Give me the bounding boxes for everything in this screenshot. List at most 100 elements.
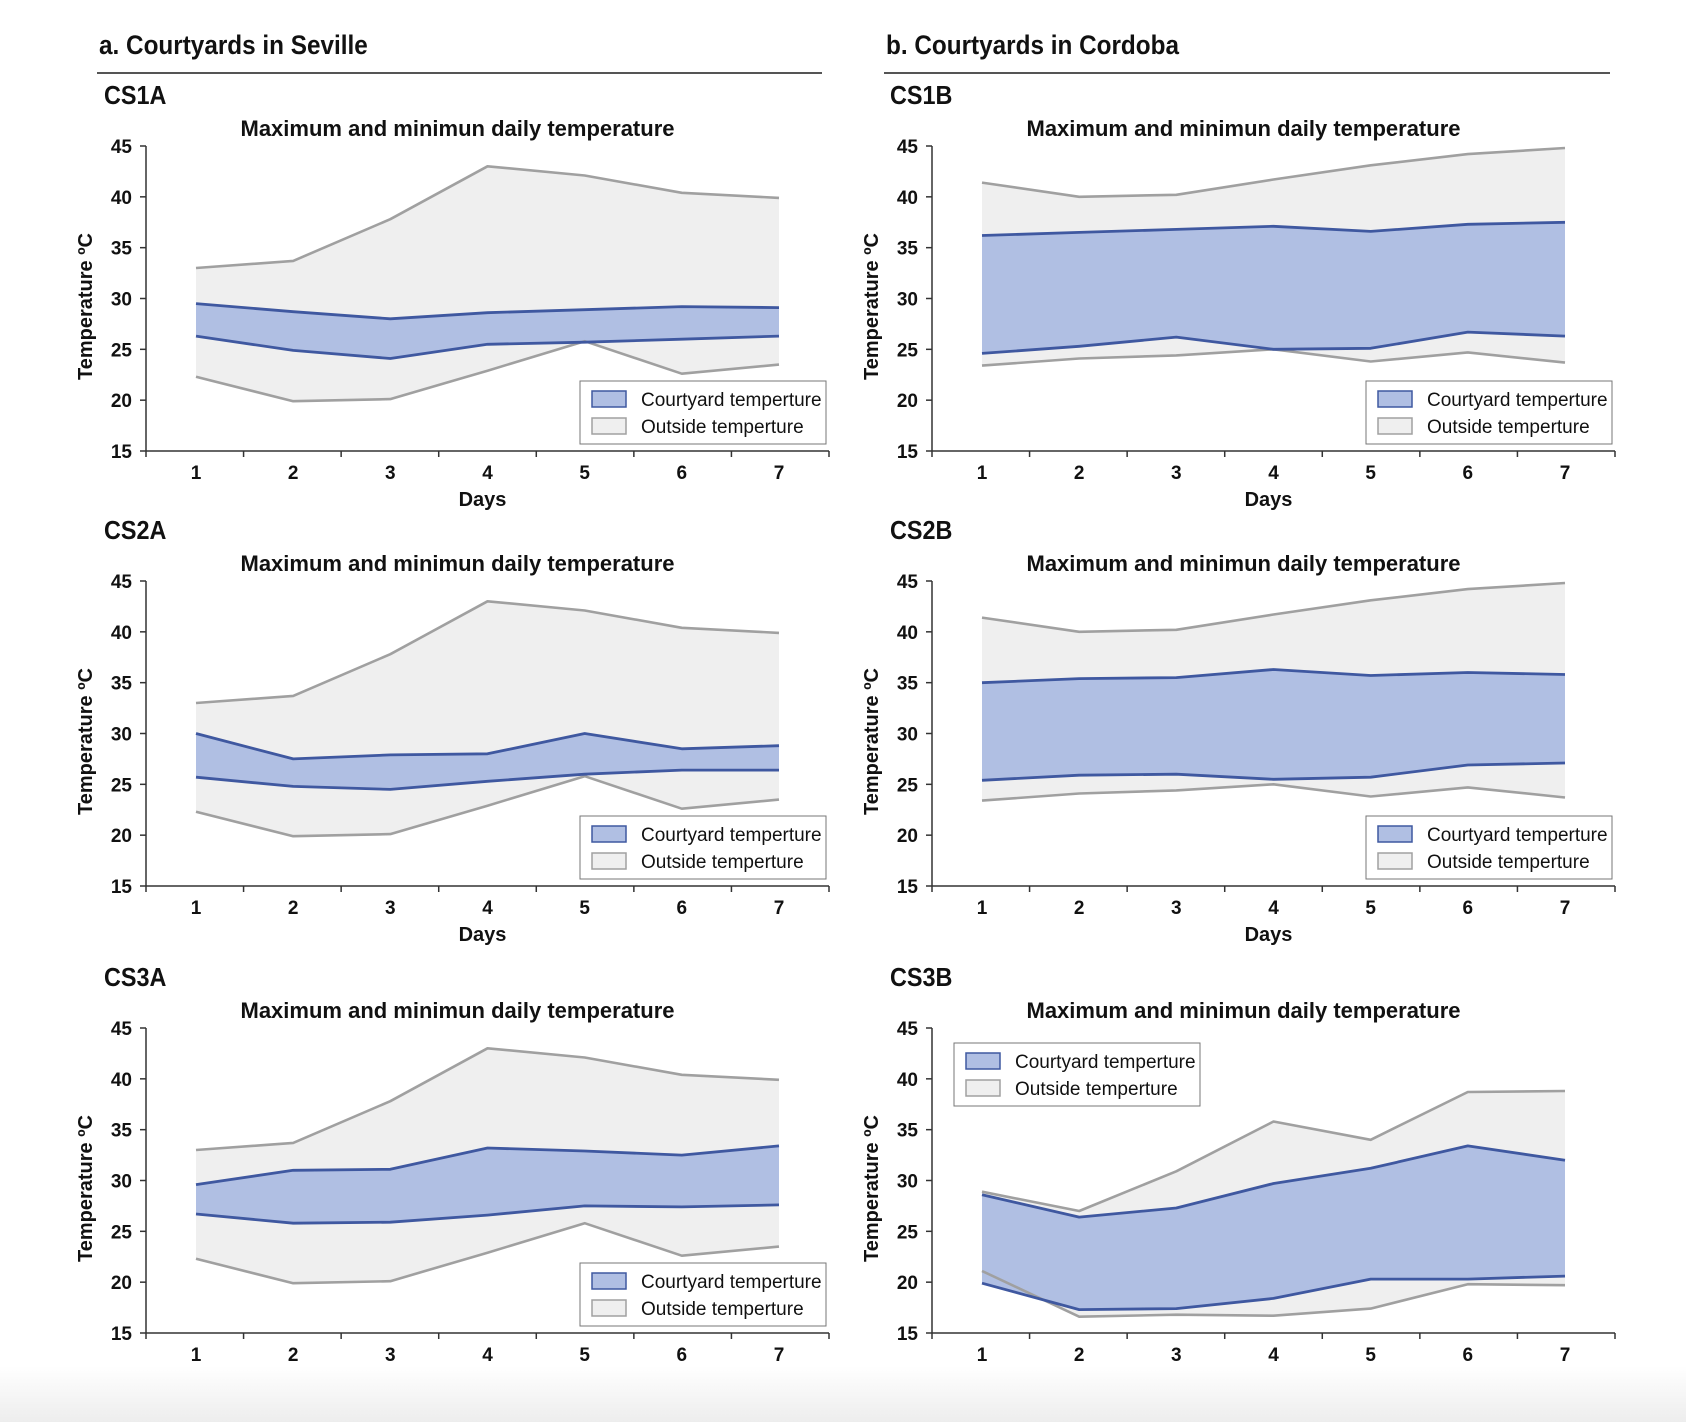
y-axis-label: Temperature ºC (861, 668, 883, 815)
legend-label-outside: Outside temperture (1427, 852, 1590, 873)
y-tick-label: 35 (111, 674, 133, 695)
legend-swatch-courtyard (1377, 825, 1413, 843)
panel-label: CS1B (890, 82, 952, 110)
legend-swatch-outside (591, 417, 627, 435)
legend-label-outside: Outside temperture (1015, 1079, 1178, 1100)
y-tick-label: 45 (111, 1019, 133, 1040)
chart-title: Maximum and minimun daily temperature (1027, 116, 1461, 141)
panel-label: CS3A (104, 964, 167, 992)
x-tick-label: 6 (1463, 1345, 1474, 1366)
legend-label-courtyard: Courtyard temperture (641, 390, 822, 411)
y-tick-label: 40 (111, 188, 132, 209)
x-tick-label: 2 (288, 898, 299, 919)
x-tick-label: 7 (774, 463, 785, 484)
outside-max-line (981, 1089, 1566, 1213)
legend-label-courtyard: Courtyard temperture (1427, 390, 1608, 411)
x-tick-label: 6 (677, 898, 688, 919)
courtyard-max-line (195, 302, 780, 321)
legend-swatch-outside (591, 1299, 627, 1317)
bottom-fade (0, 1366, 1686, 1422)
courtyard-max-line (195, 1144, 780, 1186)
x-tick-label: 4 (482, 1345, 493, 1366)
x-tick-label: 1 (191, 1345, 202, 1366)
x-tick-label: 6 (1463, 463, 1474, 484)
legend: Courtyard temperture Outside temperture (579, 1262, 827, 1327)
x-tick-label: 7 (1560, 898, 1571, 919)
x-tick-label: 7 (774, 1345, 785, 1366)
outside-min-line (981, 782, 1566, 802)
x-tick-label: 5 (579, 898, 590, 919)
x-tick-label: 3 (1171, 898, 1182, 919)
courtyard-min-line (981, 330, 1566, 355)
x-tick-label: 1 (977, 463, 988, 484)
x-tick-label: 4 (482, 898, 493, 919)
panel-label: CS3B (890, 964, 952, 992)
y-tick-label: 15 (111, 1324, 133, 1345)
legend-label-courtyard: Courtyard temperture (1015, 1052, 1196, 1073)
y-tick-label: 15 (111, 877, 133, 898)
chart-title: Maximum and minimun daily temperature (241, 998, 675, 1023)
courtyard-min-line (195, 334, 780, 360)
x-tick-label: 4 (1268, 463, 1279, 484)
x-tick-label: 5 (579, 463, 590, 484)
outside-max-line (195, 1047, 780, 1152)
y-tick-label: 25 (897, 340, 919, 361)
y-axis-label: Temperature ºC (75, 1115, 97, 1262)
chart-cs3a: CS3A Maximum and minimun daily temperatur… (75, 964, 830, 1393)
legend-label-courtyard: Courtyard temperture (1427, 825, 1608, 846)
courtyard-max-line (195, 732, 780, 761)
legend-swatch-courtyard (591, 390, 627, 408)
y-axis-label: Temperature ºC (75, 233, 97, 380)
legend: Courtyard temperture Outside temperture (953, 1042, 1201, 1107)
chart-title: Maximum and minimun daily temperature (241, 551, 675, 576)
x-tick-label: 3 (385, 898, 396, 919)
x-tick-label: 3 (385, 463, 396, 484)
column-b-title: b. Courtyards in Cordoba (886, 30, 1179, 60)
y-tick-label: 25 (111, 775, 133, 796)
legend-swatch-outside (1377, 852, 1413, 870)
courtyard-min-line (195, 768, 779, 791)
y-axis-label: Temperature ºC (75, 668, 97, 815)
y-tick-label: 20 (111, 826, 132, 847)
panel-label: CS2A (104, 517, 167, 545)
y-tick-label: 35 (111, 239, 133, 260)
courtyard-max-line (981, 668, 1566, 685)
y-tick-label: 30 (111, 725, 132, 746)
y-tick-label: 30 (897, 1172, 918, 1193)
legend-swatch-courtyard (1377, 390, 1413, 408)
legend-swatch-courtyard (591, 825, 627, 843)
chart-cs2a: CS2A Maximum and minimun daily temperatur… (75, 517, 830, 946)
outside-min-line (195, 1221, 780, 1285)
x-tick-label: 5 (1365, 1345, 1376, 1366)
courtyard-band (196, 733, 779, 790)
courtyard-band (196, 1145, 779, 1224)
outside-max-line (981, 581, 1566, 634)
outside-max-line (195, 165, 780, 270)
x-axis-label: Days (459, 489, 507, 511)
y-tick-label: 40 (897, 623, 918, 644)
x-axis-label: Days (1245, 489, 1293, 511)
legend-label-outside: Outside temperture (1427, 417, 1590, 438)
column-b-rule (884, 72, 1610, 74)
y-tick-label: 20 (111, 391, 132, 412)
legend-label-outside: Outside temperture (641, 1299, 804, 1320)
x-tick-label: 3 (1171, 463, 1182, 484)
column-a-title: a. Courtyards in Seville (99, 30, 368, 60)
y-tick-label: 25 (897, 775, 919, 796)
outside-band (196, 601, 779, 837)
y-tick-label: 25 (111, 1222, 133, 1243)
x-tick-label: 2 (1074, 463, 1085, 484)
courtyard-min-line (981, 1274, 1566, 1311)
x-tick-label: 4 (1268, 898, 1279, 919)
chart-cs2b: CS2B Maximum and minimun daily temperatur… (861, 517, 1616, 946)
courtyard-band (196, 303, 779, 359)
y-tick-label: 25 (111, 340, 133, 361)
x-tick-label: 1 (977, 898, 988, 919)
y-axis-label: Temperature ºC (861, 233, 883, 380)
x-tick-label: 7 (1560, 463, 1571, 484)
y-tick-label: 20 (897, 1273, 918, 1294)
outside-min-line (981, 1269, 1566, 1318)
legend-label-courtyard: Courtyard temperture (641, 825, 822, 846)
